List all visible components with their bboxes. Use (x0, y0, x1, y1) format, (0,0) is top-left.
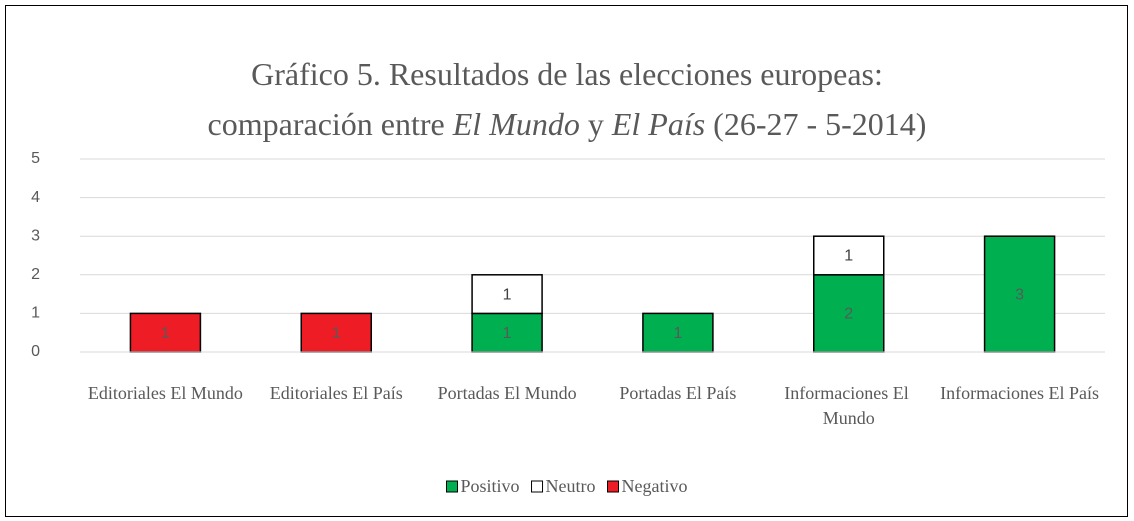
title-part: y (580, 106, 612, 142)
bar-segment (471, 274, 543, 315)
legend-label: Neutro (546, 476, 596, 496)
x-tick-label: Informaciones El País (940, 383, 1099, 403)
chart-border (5, 5, 1128, 517)
x-tick-label: Portadas El Mundo (438, 383, 577, 403)
bar-segment (642, 312, 714, 353)
legend-label: Positivo (461, 476, 520, 496)
data-label: 3 (1015, 286, 1024, 303)
chart-title: Gráfico 5. Resultados de las elecciones … (251, 56, 883, 92)
legend-swatch (607, 480, 620, 493)
data-label: 1 (161, 325, 170, 342)
y-tick-label: 0 (31, 343, 40, 360)
data-label: 1 (844, 248, 853, 265)
title-part: comparación entre (208, 106, 453, 142)
bar-segment (983, 235, 1056, 353)
x-tick-label: Portadas El País (619, 383, 736, 403)
legend-label: Negativo (622, 476, 688, 496)
data-label: 2 (844, 306, 853, 323)
data-label: 1 (503, 286, 512, 303)
data-label: 1 (503, 325, 512, 342)
bar-segment (300, 312, 372, 353)
y-tick-label: 2 (31, 266, 40, 283)
legend-swatch (531, 480, 544, 493)
legend-swatch (446, 480, 458, 493)
legend: Positivo Neutro Negativo (446, 476, 688, 496)
chart-title: comparación entre El Mundo y El País (26… (208, 106, 927, 142)
bar-segment (129, 312, 202, 353)
x-tick-label: Informaciones El Mundo (784, 383, 913, 428)
y-tick-label: 1 (31, 305, 40, 322)
y-tick-label: 5 (31, 150, 40, 167)
title-part: (26-27 - 5-2014) (705, 106, 926, 142)
data-label: 1 (673, 325, 682, 342)
bar-segment (813, 274, 885, 353)
x-tick-label: Editoriales El Mundo (88, 383, 243, 403)
bar-segment (813, 235, 885, 276)
y-tick-label: 3 (31, 227, 40, 244)
data-label: 1 (332, 325, 341, 342)
title-part: El País (611, 106, 705, 142)
title-part: Gráfico 5. Resultados de las elecciones … (251, 56, 883, 92)
y-tick-label: 4 (31, 189, 40, 206)
title-part: El Mundo (452, 106, 580, 142)
x-tick-label: Editoriales El País (270, 383, 403, 403)
